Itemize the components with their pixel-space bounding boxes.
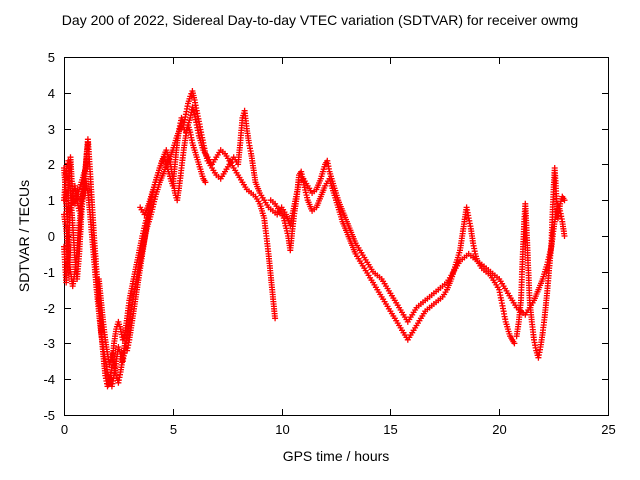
series-arc-morning-band [137,122,209,218]
x-axis-label: GPS time / hours [282,448,390,464]
y-tick-label: 4 [48,86,55,101]
x-tick-label: 0 [61,422,68,437]
y-tick-label: 0 [48,229,55,244]
y-tick-label: 2 [48,157,55,172]
y-tick-label: -5 [43,408,55,423]
x-tick-label: 15 [383,422,397,437]
series-arc-early-lower [61,182,89,286]
tick-marks [64,57,609,416]
series-arc-main [61,88,568,390]
series-arc-late-spikes [513,165,568,361]
series-arc-midday [267,168,518,347]
series-arc-trough [95,204,154,386]
tick-labels: 0 5 10 15 20 25 -5 -4 -3 -2 -1 0 1 2 3 4 5 [43,50,615,437]
x-tick-label: 5 [170,422,177,437]
x-tick-label: 10 [275,422,289,437]
y-tick-label: -2 [43,301,55,316]
series-arc-second [61,104,279,390]
y-tick-label: 3 [48,122,55,137]
y-tick-label: 1 [48,193,55,208]
data-markers [61,88,568,390]
chart-title: Day 200 of 2022, Sidereal Day-to-day VTE… [61,12,579,28]
x-tick-label: 20 [492,422,506,437]
y-tick-label: -1 [43,265,55,280]
y-tick-label: 5 [48,50,55,65]
y-tick-label: -4 [43,372,55,387]
y-tick-label: -3 [43,336,55,351]
x-tick-label: 25 [601,422,615,437]
